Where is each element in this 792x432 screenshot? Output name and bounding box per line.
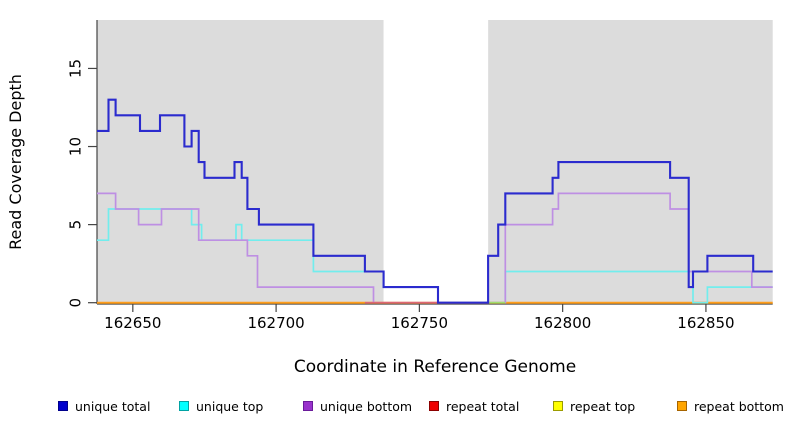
legend-item-repeat-bottom: repeat bottom: [677, 396, 784, 416]
y-tick-label: 5: [67, 220, 85, 230]
y-tick-label: 15: [67, 59, 85, 78]
x-axis-title: Coordinate in Reference Genome: [294, 357, 576, 377]
x-tick-label: 162700: [247, 314, 304, 332]
x-tick-label: 162850: [677, 314, 734, 332]
legend-label: unique total: [75, 398, 151, 414]
legend-item-repeat-total: repeat total: [429, 396, 519, 416]
legend-swatch-repeat-bottom: [677, 401, 687, 411]
legend: unique total unique top unique bottom repea…: [0, 396, 792, 422]
legend-item-unique-bottom: unique bottom: [303, 396, 412, 416]
legend-item-repeat-top: repeat top: [553, 396, 635, 416]
series-unique-bottom: [97, 192, 773, 304]
x-tick-label: 162750: [391, 314, 448, 332]
x-tick-label: 162650: [104, 314, 161, 332]
legend-label: repeat bottom: [694, 398, 784, 414]
legend-swatch-unique-top: [179, 401, 189, 411]
legend-swatch-repeat-top: [553, 401, 563, 411]
legend-swatch-unique-bottom: [303, 401, 313, 411]
series-unique-total: [97, 98, 773, 304]
legend-label: unique bottom: [320, 398, 413, 414]
legend-item-unique-top: unique top: [179, 396, 263, 416]
y-tick-label: 10: [67, 137, 85, 156]
legend-label: unique top: [196, 398, 264, 414]
y-axis-title: Read Coverage Depth: [6, 74, 25, 250]
legend-swatch-unique-total: [58, 401, 68, 411]
plot-area: 0 5 10 15 162650 162700 162750 162800 162850: [67, 20, 773, 332]
x-tick-label: 162800: [534, 314, 591, 332]
legend-swatch-repeat-total: [429, 401, 439, 411]
legend-item-unique-total: unique total: [58, 396, 150, 416]
y-tick-label: 0: [67, 298, 85, 308]
legend-label: repeat total: [446, 398, 520, 414]
legend-label: repeat top: [570, 398, 636, 414]
